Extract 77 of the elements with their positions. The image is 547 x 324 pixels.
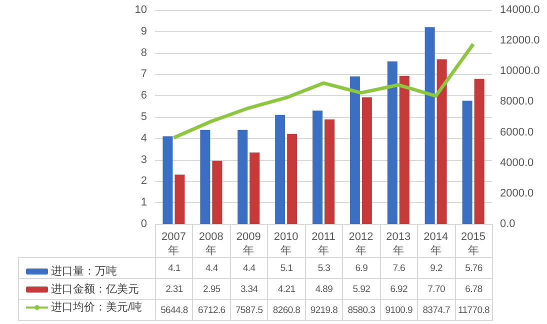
x-tick-label: 2014年	[424, 231, 448, 257]
x-tick-label: 2011年	[312, 231, 336, 257]
data-label: 2.95	[192, 278, 231, 300]
bar	[462, 100, 472, 224]
y-tick-label: 4	[140, 132, 147, 144]
y2-tick-label: 2000.0	[500, 187, 534, 200]
data-label: 7.70	[417, 278, 456, 300]
data-label: 6.78	[454, 278, 493, 300]
bar	[174, 174, 185, 224]
x-tick-label: 2012年	[348, 231, 374, 257]
data-label: 11770.8	[454, 299, 493, 321]
x-tick-label: 2008年	[198, 231, 224, 257]
data-label: 9.2	[417, 257, 456, 279]
data-label: 3.34	[230, 278, 268, 300]
bar	[399, 76, 410, 224]
bar	[387, 61, 398, 224]
line-series	[172, 42, 476, 140]
x-tick-label: 2015年	[461, 231, 486, 257]
data-label: 6712.6	[192, 299, 231, 321]
y-tick-label: 10	[134, 4, 147, 16]
y-tick-label: 7	[140, 68, 147, 80]
y2-tick-label: 6000.0	[500, 126, 534, 138]
legend-label: 进口金额：亿美元	[51, 282, 139, 296]
y-tick-label: 5	[140, 111, 147, 123]
data-label: 4.1	[155, 257, 194, 279]
data-label: 4.4	[230, 257, 268, 279]
bar	[275, 114, 286, 224]
data-label: 6.9	[342, 257, 381, 279]
y2-tick-label: 12000.0	[500, 34, 540, 47]
bar	[312, 110, 322, 224]
legend-label: 进口均价：美元/吨	[51, 300, 142, 314]
x-tick-label: 2009年	[236, 231, 261, 257]
bar	[424, 27, 435, 224]
data-label: 4.21	[267, 278, 306, 300]
data-label: 8260.8	[267, 299, 306, 321]
y-tick-label: 8	[140, 46, 147, 59]
y2-tick-label: 14000.0	[500, 4, 540, 16]
y-tick-label: 2	[140, 175, 147, 188]
bar	[324, 119, 334, 224]
data-label: 7.6	[380, 257, 418, 279]
bar	[436, 59, 447, 224]
bar	[350, 76, 360, 224]
y2-tick-label: 8000.0	[500, 96, 534, 108]
data-label: 2.31	[155, 278, 194, 300]
data-label: 4.89	[304, 278, 344, 300]
y2-tick-label: 0.0	[500, 218, 516, 230]
y-tick-label: 9	[140, 25, 147, 38]
bar	[162, 136, 173, 224]
bar	[200, 130, 210, 224]
y-tick-label: 0	[140, 218, 147, 230]
y-tick-label: 3	[140, 154, 147, 166]
data-label: 8580.3	[342, 299, 381, 321]
x-tick-label: 2013年	[386, 231, 411, 257]
data-label: 4.4	[192, 257, 231, 279]
y-tick-label: 6	[140, 90, 147, 102]
bar	[212, 160, 222, 224]
y-tick-label: 1	[140, 196, 147, 209]
data-label: 9219.8	[304, 299, 344, 321]
y2-tick-label: 10000.0	[500, 65, 540, 78]
x-tick-label: 2010年	[274, 231, 298, 257]
legend-label: 进口量：万吨	[51, 264, 117, 278]
data-label: 6.92	[380, 278, 418, 300]
data-label: 5.92	[342, 278, 381, 300]
x-tick-label: 2007年	[161, 231, 186, 257]
data-label: 5644.8	[155, 299, 194, 321]
y2-tick-label: 4000.0	[500, 156, 534, 169]
bar	[287, 134, 298, 224]
data-label: 7587.5	[230, 299, 268, 321]
data-label: 5.1	[267, 257, 306, 279]
bar	[362, 97, 372, 224]
data-label: 9100.9	[380, 299, 418, 321]
data-label: 5.3	[304, 257, 344, 279]
data-label: 5.76	[454, 257, 493, 279]
bar	[250, 152, 260, 224]
bar	[238, 130, 248, 224]
data-label: 8374.7	[417, 299, 456, 321]
bar	[474, 78, 484, 224]
